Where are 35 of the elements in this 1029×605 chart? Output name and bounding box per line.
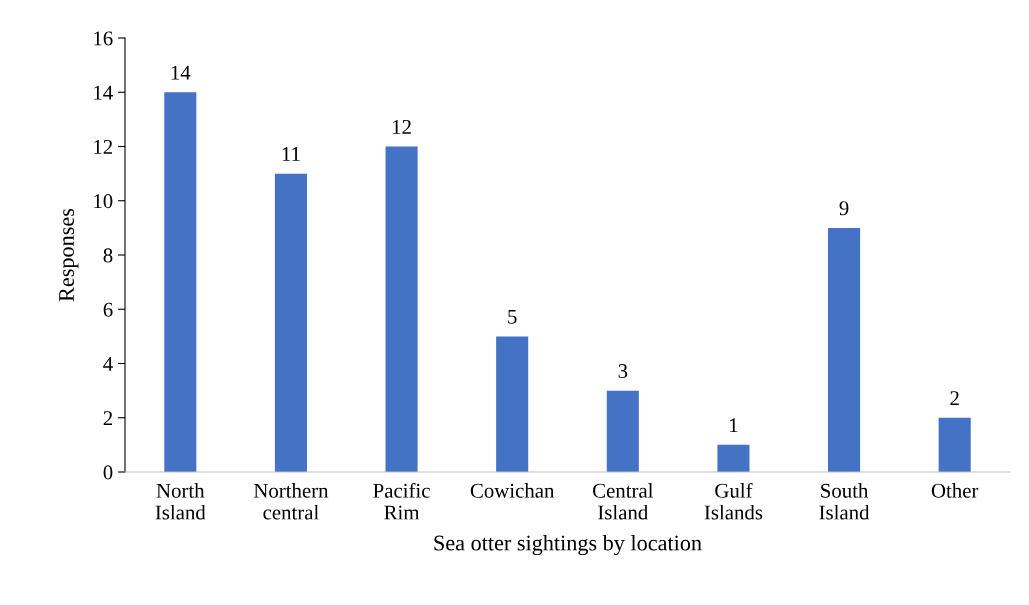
data-label: 5 <box>508 309 517 324</box>
bar <box>606 390 639 472</box>
x-tick-label: Central Island <box>593 483 654 520</box>
bar <box>164 92 197 472</box>
x-tick-label: North Island <box>155 483 206 520</box>
bar <box>274 173 307 472</box>
data-label: 2 <box>950 391 959 405</box>
data-label: 1 <box>730 418 738 433</box>
data-label: 11 <box>282 147 300 161</box>
bar <box>938 417 971 472</box>
x-tick-label: Pacific Rim <box>373 482 430 520</box>
bar <box>828 227 861 472</box>
bar <box>717 444 750 472</box>
y-tick-label: 16 <box>94 31 113 46</box>
data-label: 12 <box>392 119 411 134</box>
data-label: 14 <box>171 65 191 80</box>
data-label: 9 <box>839 201 849 216</box>
bar <box>385 146 418 472</box>
y-tick-label: 0 <box>103 465 113 480</box>
x-tick-label: Northern central <box>253 483 329 520</box>
y-tick-label: 10 <box>94 194 113 209</box>
y-tick-label: 8 <box>103 248 113 263</box>
bar <box>496 336 529 472</box>
x-tick-label: Other <box>931 483 979 498</box>
y-tick-label: 4 <box>103 357 113 371</box>
x-tick-label: Gulf Islands <box>704 482 763 520</box>
y-tick-label: 12 <box>94 139 113 154</box>
x-tick-label: Cowichan <box>470 483 555 498</box>
x-tick-label: South Island <box>819 483 870 520</box>
x-axis-title: Sea otter sightings by location <box>434 534 702 556</box>
y-tick-label: 6 <box>103 302 113 317</box>
y-tick-label: 2 <box>103 411 113 425</box>
y-tick-label: 14 <box>94 85 113 100</box>
data-label: 3 <box>618 364 628 379</box>
y-axis-title: Responses <box>59 208 79 302</box>
